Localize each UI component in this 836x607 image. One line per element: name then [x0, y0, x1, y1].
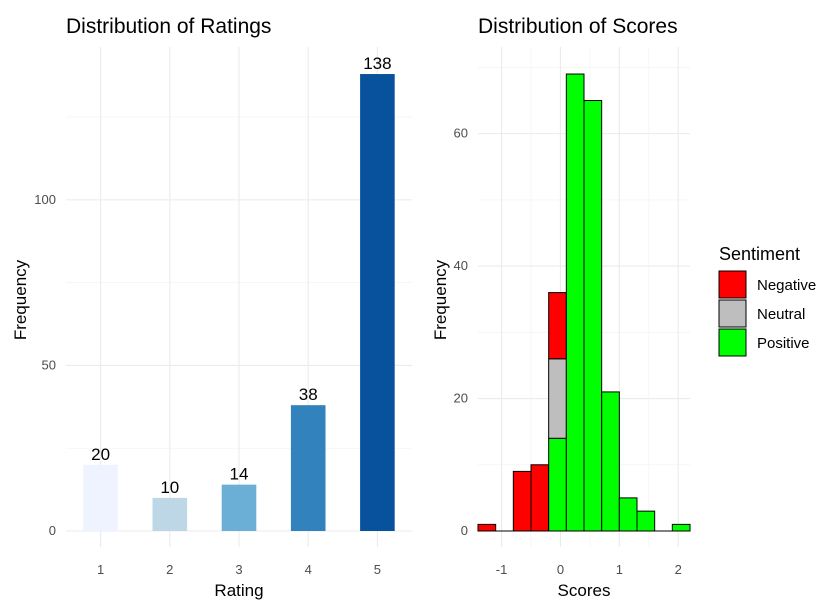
ratings-y-tick-label: 0 [49, 523, 56, 538]
scores-bar-negative [530, 464, 550, 532]
legend-key-positive [718, 328, 747, 357]
ratings-y-axis-title: Frequency [11, 259, 30, 340]
scores-x-tick-label: 2 [675, 562, 682, 577]
scores-y-ticks: 0 20 40 60 [454, 126, 468, 538]
scores-x-axis-title: Scores [558, 581, 611, 600]
ratings-bar [152, 497, 188, 531]
scores-chart-title: Distribution of Scores [478, 15, 678, 38]
ratings-chart-title: Distribution of Ratings [66, 15, 271, 38]
legend-title: Sentiment [719, 244, 800, 264]
scores-y-tick-label: 40 [454, 258, 468, 273]
scores-bar-positive [583, 100, 603, 532]
legend-key-neutral [718, 299, 747, 328]
ratings-x-tick-label: 1 [97, 562, 104, 577]
scores-bar-negative [548, 292, 567, 360]
scores-x-ticks: -1 0 1 2 [496, 562, 682, 577]
scores-x-tick-label: 1 [616, 562, 623, 577]
scores-bar-positive [548, 437, 567, 532]
ratings-data-labels: 20 10 14 38 138 [91, 54, 391, 497]
ratings-data-label: 10 [160, 478, 179, 497]
legend-label-neutral: Neutral [757, 306, 805, 323]
ratings-x-tick-label: 3 [235, 562, 242, 577]
scores-x-tick-label: -1 [496, 562, 508, 577]
ratings-data-label: 14 [230, 465, 249, 484]
scores-bar-positive [636, 510, 656, 532]
ratings-data-label: 38 [299, 385, 318, 404]
ratings-y-ticks: 0 50 100 [34, 192, 56, 538]
ratings-x-tick-label: 2 [166, 562, 173, 577]
scores-bar-neutral [548, 358, 567, 439]
scores-x-tick-label: 0 [557, 562, 564, 577]
ratings-data-label: 138 [363, 54, 391, 73]
scores-bar-negative [512, 470, 532, 532]
ratings-x-ticks: 1 2 3 4 5 [97, 562, 381, 577]
ratings-y-tick-label: 50 [42, 357, 56, 372]
ratings-x-tick-label: 4 [305, 562, 312, 577]
scores-histogram-bars [477, 73, 691, 532]
scores-y-tick-label: 0 [461, 523, 468, 538]
scores-bar-positive [671, 523, 691, 532]
scores-y-tick-label: 60 [454, 126, 468, 141]
scores-bar-positive [565, 73, 585, 532]
scores-bar-positive [618, 497, 638, 532]
ratings-bars [83, 74, 395, 532]
ratings-x-tick-label: 5 [374, 562, 381, 577]
ratings-bar [290, 405, 326, 531]
ratings-bar [360, 74, 395, 532]
scores-chart: Distribution of Scores 0 20 40 60 -1 0 1 2 Sco… [431, 15, 691, 600]
ratings-bar [221, 484, 257, 531]
scores-y-tick-label: 20 [454, 391, 468, 406]
ratings-bar [83, 464, 118, 531]
legend-label-positive: Positive [757, 335, 810, 352]
sentiment-legend: Sentiment Negative Neutral Positive [718, 244, 816, 357]
ratings-x-axis-title: Rating [214, 581, 263, 600]
legend-items: Negative Neutral Positive [718, 270, 816, 357]
legend-label-negative: Negative [757, 277, 816, 294]
scores-bar-negative [477, 523, 497, 532]
scores-bar-positive [601, 391, 620, 532]
legend-key-negative [718, 270, 747, 299]
ratings-y-tick-label: 100 [34, 192, 56, 207]
ratings-data-label: 20 [91, 445, 110, 464]
scores-y-axis-title: Frequency [431, 259, 450, 340]
